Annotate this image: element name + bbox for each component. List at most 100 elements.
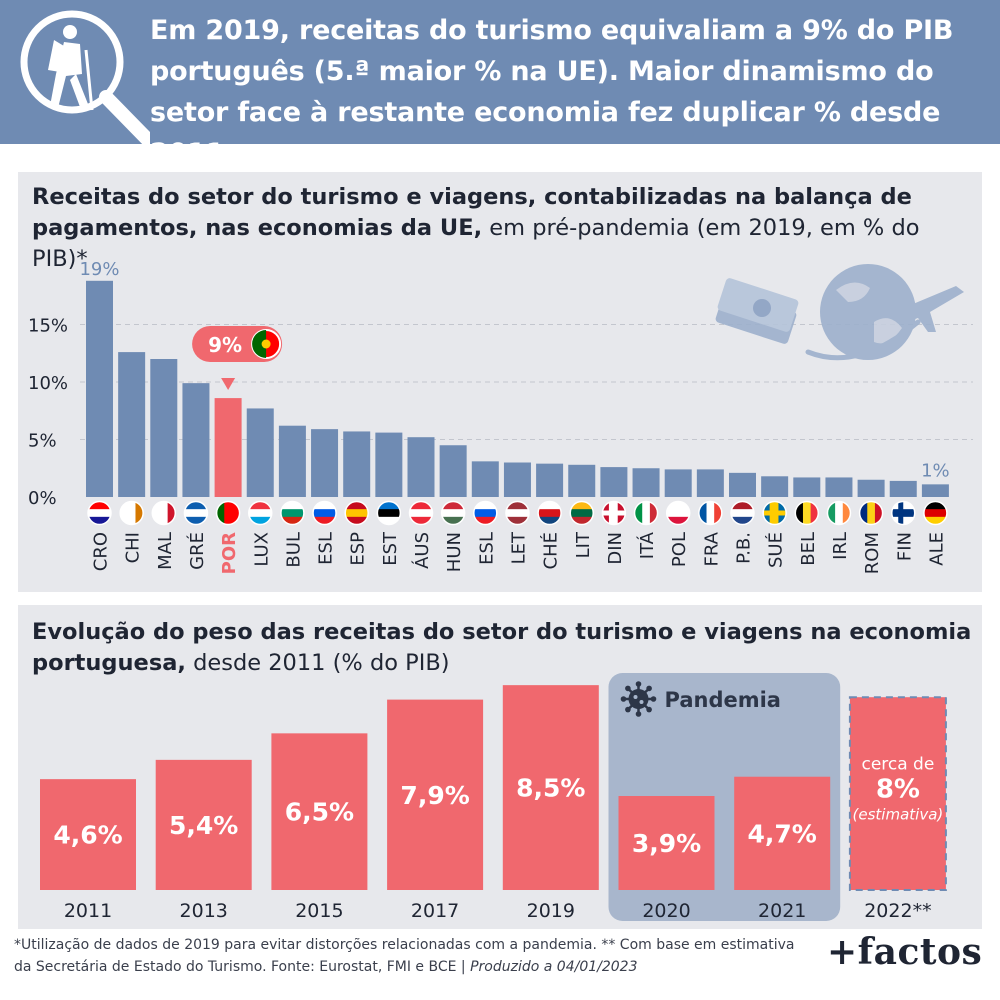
category-label: LIT (573, 531, 594, 558)
chart-panel-portugal: Evolução do peso das receitas do setor d… (18, 605, 982, 929)
footer-source: *Utilização de dados de 2019 para evitar… (14, 937, 795, 975)
estimate-prefix: cerca de (861, 755, 934, 775)
bar-hun (439, 445, 467, 497)
flag-icon (601, 500, 627, 526)
category-label: IRL (830, 532, 851, 560)
category-label: EST (380, 531, 401, 566)
bar-2011 (40, 779, 136, 890)
year-label: 2017 (411, 900, 459, 922)
chart-title-eu-rest: em pré-pandemia (em 2019, em % do PIB)* (32, 215, 920, 272)
flag-icon (762, 500, 787, 526)
bar-2020 (618, 796, 715, 890)
flag-icon (408, 500, 434, 526)
year-label: 2011 (64, 900, 112, 922)
flag-icon (633, 500, 659, 526)
virus-icon (620, 681, 657, 717)
category-label: ESP (348, 532, 369, 566)
flag-icon (569, 500, 594, 526)
category-label: MAL (155, 532, 176, 570)
bar-áus (407, 437, 435, 497)
category-label: BUL (283, 532, 304, 568)
bar-din (600, 467, 628, 497)
year-label: 2015 (295, 900, 343, 922)
year-label: 2022** (864, 900, 931, 922)
value-label: 8,5% (516, 774, 585, 803)
category-label: CHÉ (540, 532, 562, 569)
category-label: ÁUS (411, 532, 433, 569)
category-label: FRA (701, 531, 722, 566)
bar-2013 (155, 759, 252, 890)
bar-2021 (734, 776, 831, 890)
category-label: SUÉ (765, 532, 787, 568)
bar-itá (632, 468, 660, 497)
value-label: 4,6% (53, 821, 122, 850)
footer-note: *Utilização de dados de 2019 para evitar… (14, 934, 814, 978)
bar-fra (696, 469, 724, 497)
bar-2019 (502, 685, 599, 890)
chart-title-portugal-bold: Evolução do peso das receitas do setor d… (32, 619, 972, 676)
year-label: 2019 (527, 900, 575, 922)
category-label: CRO (91, 532, 112, 571)
category-label: DIN (605, 532, 626, 565)
callout-arrow (221, 378, 236, 390)
flag-icon (698, 500, 723, 526)
bar-est (375, 432, 403, 497)
category-label: FIN (894, 532, 915, 561)
year-label: 2021 (758, 900, 806, 922)
bar-pol (664, 469, 692, 497)
category-label: ALE (926, 532, 947, 566)
flag-icon (665, 500, 691, 526)
flag-icon (248, 500, 273, 526)
bar-por (214, 398, 242, 497)
flag-icon (312, 500, 337, 526)
flag-icon (119, 500, 144, 526)
value-label: 7,9% (400, 781, 469, 810)
flag-icon (215, 500, 241, 526)
callout-value: 9% (208, 333, 242, 357)
value-label: 6,5% (285, 798, 354, 827)
category-label: HUN (444, 532, 465, 572)
y-tick-label: 0% (28, 488, 57, 509)
chart-title-portugal: Evolução do peso das receitas do setor d… (32, 617, 972, 679)
flag-icon (923, 500, 948, 526)
flag-icon (87, 500, 112, 526)
header-banner: Em 2019, receitas do turismo equivaliam … (0, 0, 1000, 169)
bar-cro (86, 280, 113, 497)
bar-rom (857, 479, 885, 497)
category-label: GRÉ (186, 532, 208, 570)
year-label: 2013 (180, 900, 228, 922)
year-label: 2020 (642, 900, 690, 922)
bar-fin (889, 480, 917, 497)
category-label: P.B. (734, 532, 755, 564)
bar-2015 (271, 733, 368, 890)
category-label: ROM (862, 532, 883, 574)
bar-2022 (848, 696, 947, 891)
bar-2017 (387, 699, 484, 890)
bar-irl (825, 477, 853, 497)
bar-ché (536, 463, 564, 497)
flag-icon (826, 500, 852, 526)
header-title: Em 2019, receitas do turismo equivaliam … (150, 15, 954, 169)
flag-icon (730, 500, 755, 526)
min-value-label: 1% (921, 460, 950, 481)
bar-sué (761, 476, 789, 497)
chart-title-portugal-rest: desde 2011 (% do PIB) (185, 650, 450, 676)
bar-esl (471, 461, 499, 497)
bar-let (503, 462, 531, 497)
category-label: ESL (316, 532, 337, 565)
category-label: POR (219, 532, 240, 574)
brand-logo: +factos (827, 931, 983, 973)
flag-icon (376, 500, 402, 526)
max-value-label: 19% (79, 259, 119, 280)
flag-icon (891, 500, 916, 526)
chart-panel-eu: Receitas do setor do turismo e viagens, … (18, 172, 982, 592)
flag-icon (473, 500, 498, 526)
chart-title-eu-bold: Receitas do setor do turismo e viagens, … (32, 184, 912, 241)
y-tick-label: 5% (28, 431, 57, 452)
money-globe-plane-icon (715, 264, 964, 361)
flag-icon (183, 500, 209, 526)
category-label: BEL (798, 532, 819, 566)
bar-lux (246, 408, 274, 497)
pandemic-label: Pandemia (665, 688, 781, 712)
value-label: 4,7% (748, 819, 817, 848)
